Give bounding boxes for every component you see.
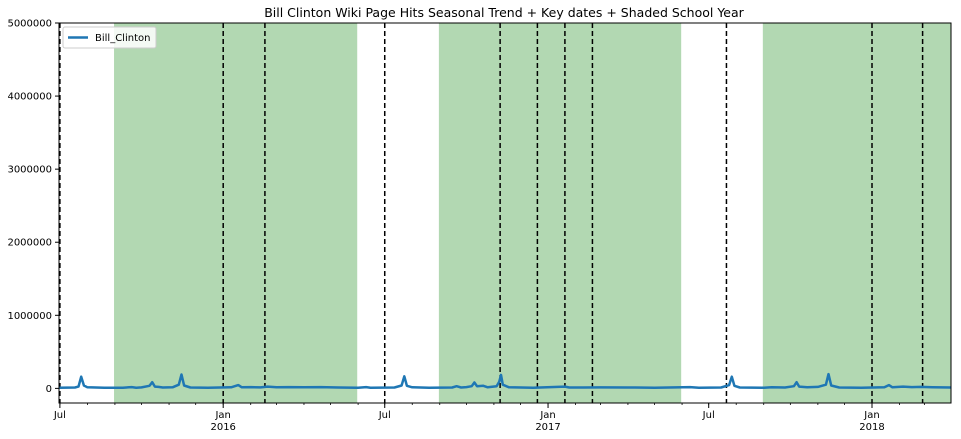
school-year-shade: [762, 23, 951, 403]
x-tick-label: Jan: [539, 410, 555, 421]
key-date-lines: [59, 23, 924, 403]
y-axis: 0 1000000 2000000 3000000 4000000 5000000: [7, 19, 59, 395]
y-tick-label: 4000000: [7, 92, 52, 103]
y-tick-label: 3000000: [7, 165, 52, 176]
y-tick-label: 5000000: [7, 19, 52, 30]
y-tick-label: 1000000: [7, 311, 52, 322]
x-tick-label: Jul: [702, 410, 715, 421]
plot-frame: [58, 22, 952, 404]
legend-box: [62, 26, 157, 49]
school-year-shade: [114, 23, 358, 403]
x-tick-year-label: 2017: [535, 422, 560, 433]
series-layer: [58, 372, 952, 390]
x-tick-label: Jan: [214, 410, 230, 421]
legend-label: Bill_Clinton: [95, 33, 150, 44]
school-year-shade: [438, 23, 682, 403]
x-tick-year-label: 2018: [859, 422, 884, 433]
x-tick-label: Jan: [863, 410, 879, 421]
x-tick-year-label: 2016: [210, 422, 235, 433]
y-tick-label: 0: [46, 384, 52, 395]
shaded-school-years: [114, 23, 951, 403]
legend: Bill_Clinton: [62, 26, 157, 49]
x-tick-label: Jul: [53, 410, 66, 421]
chart-title: Bill Clinton Wiki Page Hits Seasonal Tre…: [264, 5, 744, 20]
series-line-Bill_Clinton: [58, 372, 952, 390]
y-tick-label: 2000000: [7, 238, 52, 249]
x-tick-label: Jul: [378, 410, 391, 421]
